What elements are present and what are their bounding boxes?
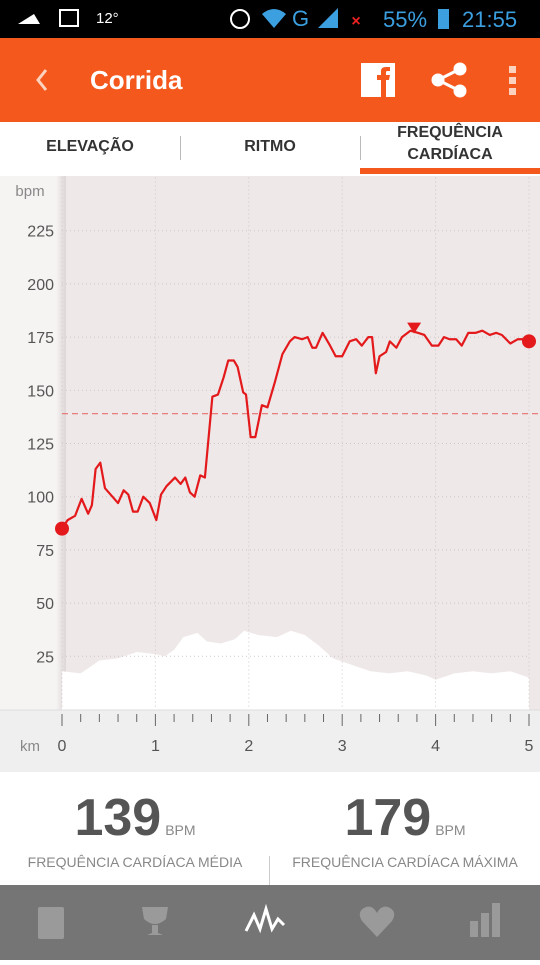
tab-bar: ELEVAÇÃO RITMO FREQUÊNCIA CARDÍACA	[0, 122, 540, 178]
chart: bpm 25 50 75 100 125 150 175 200 225 km 0 1 2 3 4 5	[0, 176, 540, 772]
network-type: G	[292, 6, 310, 31]
x-tick-label: 1	[151, 738, 160, 755]
y-tick-label: 200	[27, 277, 54, 294]
heart-tab[interactable]	[359, 906, 395, 937]
status-bar: × 12° G 55% 21:55	[0, 0, 540, 38]
battery-level: 55%	[383, 7, 428, 32]
x-tick-label: 4	[431, 738, 440, 755]
gallery-icon	[59, 9, 79, 27]
end-point	[522, 334, 536, 349]
y-tick-label: 25	[36, 649, 54, 666]
stats-tab[interactable]	[470, 903, 500, 937]
summary-value-row: 179 BPM	[270, 788, 540, 848]
elevation-area	[62, 630, 529, 710]
y-tick-label: 100	[27, 490, 54, 507]
heart-rate-line	[61, 329, 530, 530]
trophy-tab[interactable]	[142, 907, 168, 935]
y-tick-label: 75	[36, 543, 54, 560]
tab[interactable]: FREQUÊNCIA CARDÍACA	[360, 120, 540, 174]
battery-icon	[438, 9, 449, 29]
bottom-nav	[0, 885, 540, 960]
tab-divider	[360, 136, 361, 160]
summary-item: 179 BPM FREQUÊNCIA CARDÍACA MÁXIMA	[270, 772, 540, 885]
alarm-icon	[230, 9, 250, 29]
x-axis-title: km	[20, 738, 40, 755]
notification-icon	[18, 14, 40, 24]
clock: 21:55	[462, 7, 518, 32]
summary-unit: BPM	[435, 822, 466, 838]
summary-label: FREQUÊNCIA CARDÍACA MÉDIA	[27, 854, 243, 870]
chart-tab[interactable]	[244, 903, 286, 934]
y-axis-title: bpm	[15, 183, 44, 200]
facebook-logo	[377, 67, 390, 97]
summary-value-row: 139 BPM	[0, 788, 270, 848]
summary-divider	[269, 856, 270, 885]
x-tick-label: 0	[58, 738, 67, 755]
screen-title: Corrida	[90, 65, 183, 95]
y-tick-label: 150	[27, 383, 54, 400]
max-marker	[407, 322, 422, 334]
summary-unit: BPM	[165, 822, 196, 838]
x-tick-label: 5	[525, 738, 534, 755]
no-signal-icon: ×	[351, 13, 360, 30]
x-tick-label: 3	[338, 738, 347, 755]
menu-button[interactable]	[509, 66, 516, 95]
back-button[interactable]	[36, 69, 48, 91]
temperature: 12°	[96, 10, 119, 27]
summary-value: 139	[74, 789, 162, 847]
wifi-icon	[262, 9, 286, 28]
tab-divider	[180, 136, 181, 160]
summary: 139 BPM FREQUÊNCIA CARDÍACA MÉDIA 179 BPM FRE…	[0, 772, 540, 885]
tab[interactable]: ELEVAÇÃO	[46, 138, 134, 155]
x-axis-panel	[0, 710, 540, 772]
share-button[interactable]	[431, 62, 467, 98]
y-axis-panel	[0, 176, 66, 710]
tab[interactable]: RITMO	[244, 138, 296, 155]
nav-icons	[38, 903, 500, 939]
signal-icon	[318, 8, 338, 28]
status-icons: ×	[18, 8, 449, 30]
summary-value: 179	[344, 789, 432, 847]
app-bar-icons	[36, 62, 516, 98]
y-tick-label: 50	[36, 596, 54, 613]
y-tick-label: 225	[27, 224, 54, 241]
summary-label: FREQUÊNCIA CARDÍACA MÁXIMA	[292, 854, 518, 870]
start-point	[55, 521, 69, 536]
summary-tab[interactable]	[38, 907, 64, 939]
app-bar: Corrida	[0, 38, 540, 122]
y-tick-label: 125	[27, 437, 54, 454]
y-tick-label: 175	[27, 330, 54, 347]
summary-item: 139 BPM FREQUÊNCIA CARDÍACA MÉDIA	[0, 772, 270, 885]
x-tick-label: 2	[244, 738, 253, 755]
